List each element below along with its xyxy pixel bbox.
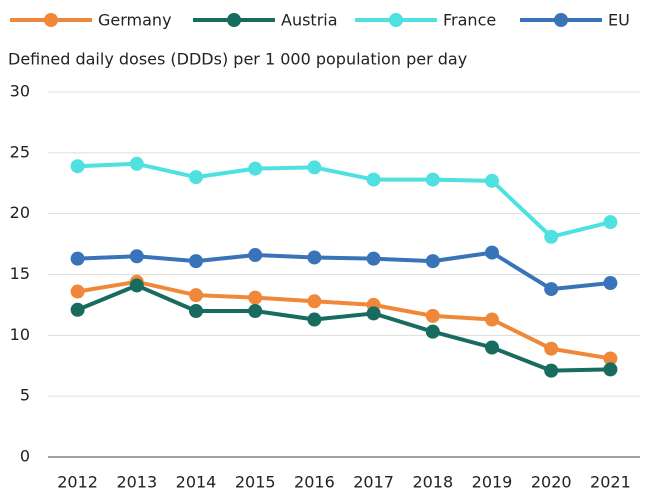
data-point <box>425 172 440 187</box>
series-line <box>77 161 611 239</box>
legend-label: France <box>443 11 496 30</box>
y-tick-label: 10 <box>10 325 30 344</box>
data-point <box>544 363 559 378</box>
legend-marker <box>227 13 241 27</box>
data-point <box>189 304 203 318</box>
data-point <box>248 290 263 305</box>
data-point <box>248 161 263 176</box>
x-tick-label: 2014 <box>176 473 217 490</box>
data-point <box>425 254 440 269</box>
data-point <box>485 173 499 188</box>
data-point <box>70 284 85 299</box>
data-point <box>70 159 85 174</box>
data-point <box>544 341 559 356</box>
data-point <box>366 172 381 187</box>
data-point <box>189 170 203 185</box>
data-point <box>603 351 618 366</box>
data-point <box>425 324 440 339</box>
x-tick-label: 2012 <box>57 473 98 490</box>
data-point <box>366 251 381 266</box>
legend-marker <box>554 13 568 27</box>
data-point <box>307 294 322 309</box>
legend-marker <box>44 13 58 27</box>
legend-label: EU <box>608 11 630 30</box>
series-line <box>77 279 611 361</box>
data-point <box>189 254 203 269</box>
x-tick-label: 2018 <box>412 473 453 490</box>
x-tick-label: 2021 <box>590 473 631 490</box>
data-point <box>485 340 499 355</box>
data-point <box>248 304 263 318</box>
data-point <box>544 229 559 244</box>
data-point <box>544 282 559 297</box>
x-tick-label: 2013 <box>116 473 157 490</box>
data-point <box>603 215 618 230</box>
y-tick-label: 0 <box>20 447 30 466</box>
x-tick-label: 2019 <box>472 473 513 490</box>
data-point <box>603 276 618 291</box>
x-tick-label: 2017 <box>353 473 394 490</box>
legend-label: Germany <box>98 11 172 30</box>
y-tick-label: 25 <box>10 142 30 161</box>
y-tick-label: 30 <box>10 82 30 101</box>
data-point <box>485 312 499 327</box>
data-point <box>307 312 322 327</box>
data-point <box>70 251 85 266</box>
data-point <box>366 306 381 321</box>
data-point <box>425 308 440 323</box>
x-tick-label: 2016 <box>294 473 335 490</box>
data-point <box>307 250 322 265</box>
legend-marker <box>389 13 403 27</box>
data-point <box>189 288 203 303</box>
y-tick-label: 20 <box>10 203 30 222</box>
series-line <box>76 283 611 373</box>
data-point <box>307 160 322 175</box>
data-point <box>129 156 144 171</box>
data-point <box>248 248 263 263</box>
series-line <box>77 250 611 292</box>
x-tick-label: 2015 <box>235 473 276 490</box>
data-point <box>70 302 85 317</box>
y-tick-label: 15 <box>10 264 30 283</box>
data-point <box>129 249 144 264</box>
data-point <box>129 278 144 293</box>
x-tick-label: 2020 <box>531 473 572 490</box>
y-tick-label: 5 <box>20 386 30 405</box>
data-point <box>485 245 499 260</box>
legend-label: Austria <box>281 11 338 30</box>
y-axis-label: Defined daily doses (DDDs) per 1 000 pop… <box>8 50 467 69</box>
data-point <box>603 362 618 377</box>
